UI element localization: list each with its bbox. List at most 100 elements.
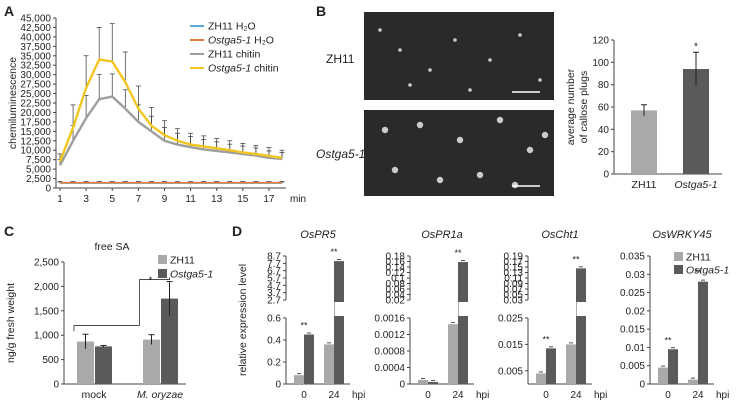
y-tick-label: 8.7: [267, 252, 281, 263]
y-tick-label: 17,500: [20, 117, 51, 128]
callose-spot: [518, 33, 522, 37]
significance-star: *: [694, 41, 698, 52]
y-tick-label: 0.4: [267, 336, 281, 347]
y-tick-label: 120: [592, 36, 609, 47]
y-tick-label: 10,000: [20, 146, 51, 157]
x-tick-label: 13: [211, 194, 223, 205]
y-tick-label: 0.06: [386, 285, 406, 296]
legend-label-1: Ostga5-1: [686, 265, 729, 277]
y-tick-label: 0.15: [504, 263, 524, 274]
micrograph-label-ostga5-1: Ostga5-1: [316, 147, 365, 161]
y-tick-label: 0.025: [620, 288, 645, 299]
x-tick-label: 0: [543, 390, 549, 401]
y-tick-label: 100: [592, 58, 609, 69]
legend-label-0: ZH11: [170, 255, 195, 267]
bar-2-0-1: [546, 348, 556, 384]
y-tick-label: 0.04: [386, 290, 406, 301]
y-tick-label: 0: [53, 380, 59, 391]
y-tick-label: 0.17: [504, 257, 524, 268]
y-tick-label: 0.02: [386, 296, 406, 307]
callose-spot: [453, 38, 457, 42]
x-tick-label: 17: [263, 194, 275, 205]
x-tick-label: 3: [83, 194, 89, 205]
callose-spot: [468, 88, 472, 92]
gene-title-2: OsCht1: [541, 229, 578, 241]
x-tick-label: 0: [425, 390, 431, 401]
y-tick-label: 0.0012: [374, 330, 405, 341]
y-tick-label: 0.07: [504, 285, 524, 296]
y-tick-label: 25,000: [20, 89, 51, 100]
y-tick-label: 35,000: [20, 51, 51, 62]
y-tick-label: 0.015: [620, 325, 645, 336]
callose-spot: [496, 116, 504, 124]
y-tick-label: 3.7: [267, 288, 281, 299]
y-tick-label: 7,500: [26, 155, 51, 166]
bar-1-1-1: [458, 262, 468, 384]
panel-letter-c: C: [4, 223, 14, 239]
x-tick-label: ZH11: [632, 179, 657, 191]
axis-break-gap: [458, 302, 470, 316]
x-tick-label: 15: [237, 194, 249, 205]
y-tick-label: 20: [598, 147, 610, 158]
gene-title-3: OsWRKY45: [652, 229, 712, 241]
callose-spot: [428, 68, 432, 72]
callose-spot: [541, 131, 549, 139]
gene-title-0: OsPR5: [300, 229, 336, 241]
bar-2-1-1: [576, 268, 586, 384]
bar-1-0-0: [418, 379, 428, 384]
chart-c: 0 500 1,000 1,500 2,000 2,500 ng/g fresh weigh…: [5, 241, 213, 401]
x-tick-label: Ostga5-1: [674, 179, 717, 191]
y-tick-label: 0.18: [386, 252, 406, 263]
chart-b: 0 20 40 60 80 100 120 ZH11 Ostga5-1 * average numb…: [565, 36, 722, 191]
x-tick-label: 24: [570, 390, 582, 401]
y-tick-label: 2,500: [26, 174, 51, 185]
y-tick-label: 1,500: [34, 306, 59, 317]
bar-0-0-0: [294, 375, 304, 384]
micrograph-texture: [378, 28, 549, 189]
y-tick-label: 0: [639, 380, 645, 391]
significance-mark: **: [572, 254, 580, 264]
bar-2-1-0: [566, 344, 576, 384]
callose-spot: [538, 78, 542, 82]
panel-letter-d: D: [232, 223, 242, 239]
y-axis-label: relative expression level: [237, 264, 249, 376]
callose-spot: [416, 121, 424, 129]
callose-spot: [456, 136, 464, 144]
bar-1-1-0: [448, 324, 458, 384]
bar-3-1-0: [688, 379, 698, 384]
y-tick-label: 0.015: [498, 340, 523, 351]
legend-swatch: [158, 255, 167, 264]
callose-spot: [476, 171, 484, 179]
axis-break-gap: [576, 302, 588, 316]
x-tick-label: 0: [301, 390, 307, 401]
chart-d: relative expression level OsPR5 2.73.74.75…: [237, 229, 729, 401]
callose-spot: [391, 166, 399, 174]
y-axis-label: chemiluminescence: [7, 57, 19, 149]
significance-mark: **: [664, 335, 672, 345]
y-tick-label: 0.12: [386, 268, 406, 279]
y-tick-label: 7.7: [267, 259, 281, 270]
y-tick-label: 2,000: [34, 282, 59, 293]
significance-mark: **: [454, 248, 462, 258]
y-tick-label: 0: [603, 170, 609, 181]
x-tick-label: 7: [136, 194, 142, 205]
panel-letter-b: B: [316, 3, 326, 19]
y-tick-label: 0: [45, 184, 51, 195]
bar-0-1-0: [324, 344, 334, 384]
chart-a: 02,5005,0007,50010,00012,50015,00017,500…: [7, 14, 306, 206]
bar-0-0-1: [304, 334, 314, 384]
y-tick-label: 60: [598, 103, 610, 114]
chart-title: free SA: [94, 241, 129, 253]
legend-label-3: Ostga5-1 chitin: [208, 63, 279, 75]
callose-spot: [408, 83, 412, 87]
y-tick-label: 500: [42, 355, 59, 366]
y-tick-label: 0.01: [626, 343, 646, 354]
legend-swatch: [674, 252, 683, 261]
x-tick-label: mock: [81, 389, 107, 401]
y-tick-label: 4.7: [267, 281, 281, 292]
y-tick-label: 40: [598, 125, 610, 136]
y-tick-label: 12,500: [20, 136, 51, 147]
y-tick-label: 20,000: [20, 108, 51, 119]
x-tick-label: 24: [452, 390, 464, 401]
y-axis-label-line: of callose plugs: [578, 71, 590, 143]
